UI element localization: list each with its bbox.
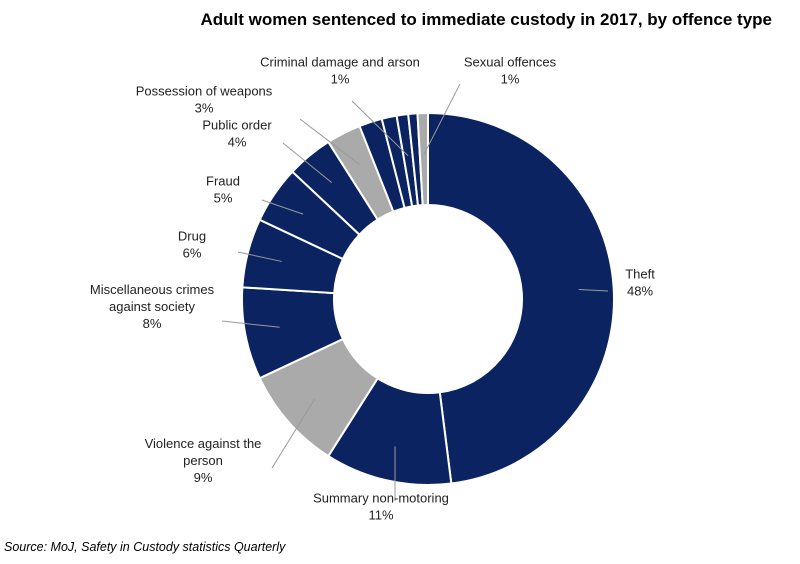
- donut-slice-sexual-offences: [416, 111, 429, 207]
- slice-labels: Theft 48% Summary non-motoring 11% Violence …: [90, 55, 655, 523]
- chart-title: Adult women sentenced to immediate custo…: [200, 10, 772, 29]
- slice-label: Miscellaneous crimes against society 8%: [90, 282, 215, 331]
- slice-label: Possession of weapons 3%: [136, 84, 273, 116]
- slice-label: Theft 48%: [625, 267, 655, 299]
- leader-line: [299, 118, 360, 165]
- slice-label: Public order 4%: [202, 118, 272, 150]
- leader-line: [578, 289, 609, 292]
- slice-label: Summary non-motoring 11%: [313, 491, 449, 523]
- slice-label: Sexual offences 1%: [464, 55, 557, 87]
- leader-line: [351, 100, 409, 157]
- leader-line: [221, 320, 280, 328]
- leader-line: [237, 251, 282, 262]
- slice-label: Criminal damage and arson 1%: [260, 55, 420, 87]
- leader-line: [261, 199, 304, 215]
- slice-label: Fraud 5%: [206, 174, 240, 206]
- source-note: Source: MoJ, Safety in Custody statistic…: [4, 540, 286, 554]
- leader-line: [423, 83, 461, 155]
- leader-line: [282, 142, 333, 184]
- leader-lines: [221, 83, 609, 502]
- slice-label: Violence against the person 9%: [145, 436, 262, 485]
- donut-slices: [241, 111, 615, 486]
- slice-label: Drug 6%: [178, 229, 206, 261]
- leader-line: [271, 398, 316, 469]
- donut-slice-theft: [427, 111, 615, 485]
